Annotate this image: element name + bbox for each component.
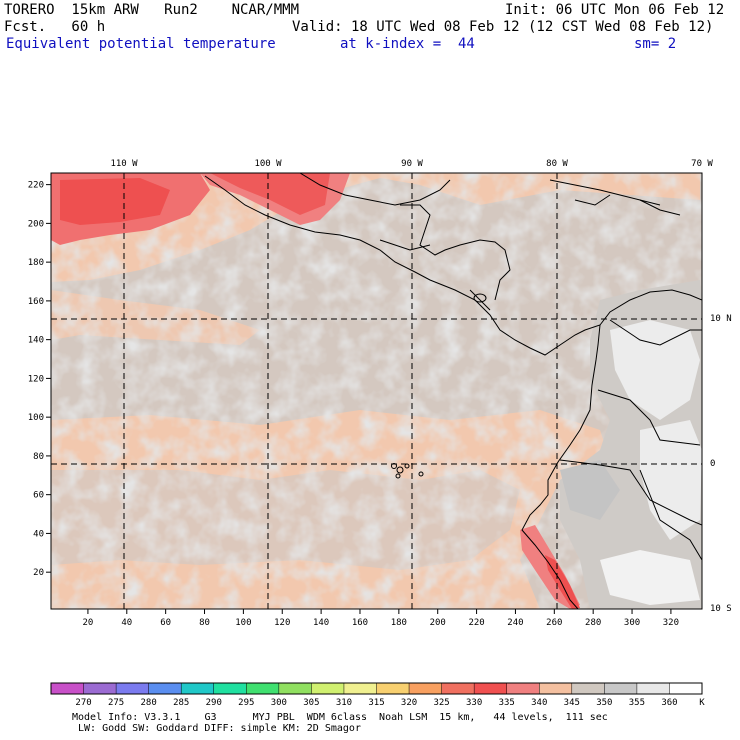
x-tick-label: 320 (663, 618, 679, 628)
y-axis-ticks: 220 200 180 160 140 120 100 80 60 40 20 (28, 181, 51, 578)
colorbar-label: 315 (368, 698, 384, 708)
colorbar-swatch (539, 683, 573, 694)
colorbar-label: 285 (173, 698, 189, 708)
colorbar-swatch (181, 683, 215, 694)
colorbar-label: 350 (596, 698, 612, 708)
lon-label: 80 W (546, 159, 568, 169)
x-tick-label: 220 (468, 618, 484, 628)
colorbar-swatch (246, 683, 280, 694)
x-axis-ticks: 20 40 60 80 100 120 140 160 180 200 220 240 260 280 30… (83, 609, 679, 628)
colorbar-label: 280 (141, 698, 157, 708)
y-tick-label: 60 (33, 491, 44, 501)
colorbar-label: 325 (433, 698, 449, 708)
colorbar-label: 305 (303, 698, 319, 708)
colorbar-swatch (278, 683, 312, 694)
colorbar-swatch (213, 683, 247, 694)
colorbar-label: 290 (206, 698, 222, 708)
colorbar-swatch (343, 683, 377, 694)
y-tick-label: 200 (28, 219, 44, 229)
colorbar-swatch (441, 683, 475, 694)
lon-label: 90 W (401, 159, 423, 169)
colorbar-swatch (409, 683, 443, 694)
longitude-labels: 110 W 100 W 90 W 80 W 70 W (110, 159, 713, 169)
colorbar-label: 345 (564, 698, 580, 708)
theta-e-field (51, 173, 702, 609)
physics-info: LW: Godd SW: Goddard DIFF: simple KM: 2D… (78, 723, 361, 734)
lon-label: 110 W (110, 159, 138, 169)
x-tick-label: 20 (83, 618, 94, 628)
x-tick-label: 200 (430, 618, 446, 628)
forecast-hour: Fcst. 60 h (4, 19, 106, 35)
x-tick-label: 140 (313, 618, 329, 628)
y-tick-label: 160 (28, 297, 44, 307)
smoothing-info: sm= 2 (634, 36, 677, 52)
colorbar-swatch (311, 683, 345, 694)
colorbar-label: 295 (238, 698, 254, 708)
field-name: Equivalent potential temperature (6, 36, 276, 52)
colorbar-label: 360 (661, 698, 677, 708)
y-tick-label: 140 (28, 336, 44, 346)
colorbar-label: 275 (108, 698, 124, 708)
lon-label: 100 W (254, 159, 282, 169)
colorbar-unit: K (699, 698, 705, 708)
x-tick-label: 40 (121, 618, 132, 628)
colorbar: 270 275 280 285 290 295 300 305 310 315 320 325 330 3… (50, 682, 705, 708)
model-title: TORERO 15km ARW Run2 NCAR/MMM (4, 2, 300, 18)
valid-time: Valid: 18 UTC Wed 08 Feb 12 (12 CST Wed … (292, 19, 714, 35)
x-tick-label: 100 (235, 618, 251, 628)
x-tick-label: 60 (160, 618, 171, 628)
colorbar-label: 300 (271, 698, 287, 708)
y-tick-label: 180 (28, 258, 44, 268)
colorbar-swatch (636, 683, 670, 694)
level-info: at k-index = 44 (340, 36, 475, 52)
x-tick-label: 120 (274, 618, 290, 628)
map-frame (50, 172, 703, 610)
init-time: Init: 06 UTC Mon 06 Feb 12 (505, 2, 725, 18)
colorbar-swatch (604, 683, 638, 694)
lon-label: 70 W (691, 159, 713, 169)
x-tick-label: 260 (546, 618, 562, 628)
colorbar-label: 270 (75, 698, 91, 708)
y-tick-label: 40 (33, 529, 44, 539)
colorbar-swatch (506, 683, 540, 694)
x-tick-label: 300 (624, 618, 640, 628)
galapagos-islands (391, 463, 424, 479)
y-tick-label: 80 (33, 452, 44, 462)
x-tick-label: 160 (352, 618, 368, 628)
colorbar-label: 335 (499, 698, 515, 708)
lat-label: 0 (710, 459, 715, 469)
colorbar-swatch (376, 683, 410, 694)
y-tick-label: 20 (33, 568, 44, 578)
y-tick-label: 100 (28, 413, 44, 423)
colorbar-label: 330 (466, 698, 482, 708)
colorbar-swatch (571, 683, 605, 694)
lat-label: 10 S (710, 604, 732, 614)
model-info: Model Info: V3.3.1 G3 MYJ PBL WDM 6class… (72, 712, 608, 723)
x-tick-label: 80 (199, 618, 210, 628)
lat-label: 10 N (710, 314, 732, 324)
x-tick-label: 280 (585, 618, 601, 628)
colorbar-swatch (474, 683, 508, 694)
colorbar-label: 320 (401, 698, 417, 708)
graticule (51, 173, 702, 609)
x-tick-label: 180 (391, 618, 407, 628)
x-tick-label: 240 (507, 618, 523, 628)
colorbar-swatch (669, 683, 703, 694)
y-tick-label: 120 (28, 374, 44, 384)
colorbar-label: 340 (531, 698, 547, 708)
colorbar-swatch (51, 683, 85, 694)
colorbar-swatch (116, 683, 150, 694)
colorbar-label: 310 (336, 698, 352, 708)
colorbar-label: 355 (629, 698, 645, 708)
latitude-labels: 10 N 0 10 S (710, 314, 732, 614)
colorbar-swatch (148, 683, 182, 694)
colorbar-swatch (83, 683, 117, 694)
y-tick-label: 220 (28, 181, 44, 191)
